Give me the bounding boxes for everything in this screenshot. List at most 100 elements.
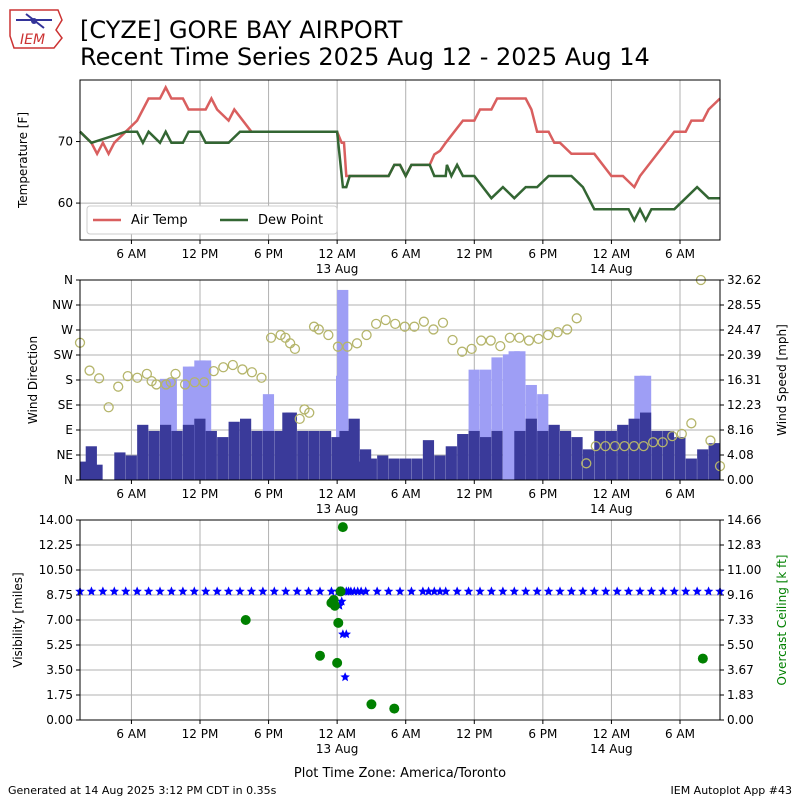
x-tick-label: 6 AM bbox=[391, 247, 421, 261]
wind-speed-bar bbox=[274, 430, 286, 480]
wind-speed-bar bbox=[377, 455, 389, 480]
visibility-point bbox=[418, 586, 428, 596]
visibility-point bbox=[658, 586, 668, 596]
visibility-point bbox=[612, 586, 622, 596]
x-tick-label: 6 PM bbox=[254, 487, 283, 501]
wind-speed-bar bbox=[365, 458, 377, 480]
wind-gust-bar bbox=[165, 378, 177, 480]
wind-gust-bar bbox=[508, 351, 520, 480]
y-tick-label-direction: NW bbox=[52, 298, 73, 312]
visibility-point bbox=[223, 586, 234, 596]
wind-direction-point bbox=[165, 377, 176, 388]
ceiling-point bbox=[697, 653, 708, 664]
wind-direction-point bbox=[170, 368, 181, 380]
ceiling-point bbox=[389, 703, 400, 714]
visibility-point bbox=[532, 586, 542, 596]
wind-gust-bar bbox=[634, 375, 646, 480]
ceiling-point bbox=[366, 699, 377, 710]
visibility-point bbox=[303, 586, 314, 596]
visibility-point bbox=[452, 586, 462, 596]
legend-box bbox=[86, 205, 338, 235]
visibility-point bbox=[98, 586, 108, 596]
visibility-point bbox=[463, 586, 474, 596]
visibility-point bbox=[486, 586, 497, 596]
wind-direction-point bbox=[657, 437, 668, 448]
visibility-point bbox=[121, 586, 131, 596]
x-tick-sublabel: 14 Aug bbox=[590, 742, 633, 756]
iem-logo: IEM bbox=[6, 6, 66, 54]
visibility-point bbox=[692, 586, 702, 596]
x-tick-label: 6 PM bbox=[528, 487, 557, 501]
y-axis-label: Visibility [miles] bbox=[11, 572, 25, 667]
x-tick-label: 12 AM bbox=[318, 727, 356, 741]
wind-direction-point bbox=[466, 343, 477, 355]
visibility-point bbox=[383, 586, 394, 596]
wind-direction-point bbox=[179, 379, 191, 390]
visibility-point bbox=[435, 586, 445, 596]
visibility-point bbox=[86, 586, 97, 596]
wind-speed-bar bbox=[571, 437, 583, 480]
wind-direction-point bbox=[218, 362, 229, 373]
y-tick-label: 3.50 bbox=[46, 663, 73, 677]
x-tick-sublabel: 14 Aug bbox=[590, 502, 633, 516]
ceiling-point bbox=[335, 586, 346, 597]
wind-direction-point bbox=[504, 332, 516, 343]
visibility-point bbox=[235, 586, 245, 596]
wind-speed-bar bbox=[297, 430, 309, 480]
wind-speed-bar bbox=[160, 424, 172, 480]
generated-note: Generated at 14 Aug 2025 3:12 PM CDT in … bbox=[8, 784, 277, 797]
y2-tick-label-speed: 0.00 bbox=[727, 473, 754, 487]
wind-direction-point bbox=[323, 329, 334, 341]
wind-direction-point bbox=[227, 359, 238, 371]
wind-direction-point bbox=[447, 334, 458, 346]
visibility-point bbox=[258, 586, 268, 596]
wind-speed-bar bbox=[525, 418, 537, 480]
x-tick-sublabel: 13 Aug bbox=[316, 262, 359, 276]
x-tick-label: 6 PM bbox=[528, 727, 557, 741]
wind-gust-bar bbox=[188, 366, 200, 480]
wind-speed-bar bbox=[714, 443, 720, 480]
wind-speed-bar bbox=[388, 458, 400, 480]
visibility-point bbox=[635, 586, 645, 596]
y2-tick-label: 11.00 bbox=[727, 563, 761, 577]
y-tick-label: 8.75 bbox=[46, 588, 73, 602]
wind-speed-bar bbox=[480, 437, 492, 480]
y2-axis-label: Overcast Ceiling [k ft] bbox=[775, 555, 789, 686]
x-tick-label: 12 PM bbox=[182, 487, 219, 501]
wind-speed-bar bbox=[125, 455, 137, 480]
ceiling-point bbox=[240, 615, 251, 625]
ceiling-point bbox=[337, 522, 348, 533]
visibility-point bbox=[646, 586, 657, 596]
visibility-point bbox=[703, 586, 714, 596]
wind-speed-bar bbox=[662, 430, 675, 480]
visibility-point bbox=[423, 586, 434, 596]
wind-speed-bar bbox=[491, 430, 503, 480]
wind-direction-point bbox=[667, 430, 678, 442]
wind-speed-bar bbox=[457, 434, 469, 480]
wind-direction-point bbox=[571, 313, 582, 324]
wind-direction-point bbox=[370, 318, 382, 330]
y2-tick-label: 0.00 bbox=[727, 713, 754, 727]
wind-direction-point bbox=[380, 314, 391, 326]
visibility-point bbox=[212, 586, 222, 596]
wind-direction-point bbox=[160, 379, 172, 390]
ceiling-point bbox=[329, 600, 340, 611]
legend-label: Dew Point bbox=[258, 213, 323, 228]
x-tick-label: 12 PM bbox=[456, 487, 493, 501]
y2-tick-label-speed: 4.08 bbox=[727, 448, 754, 462]
visibility-point bbox=[623, 586, 634, 596]
ceiling-point bbox=[332, 657, 343, 668]
wind-direction-point bbox=[342, 341, 353, 352]
y2-axis-label: Wind Speed [mph] bbox=[775, 324, 789, 436]
wind-speed-bar bbox=[228, 421, 240, 480]
wind-direction-point bbox=[113, 381, 124, 392]
visibility-point bbox=[566, 586, 577, 596]
wind-speed-bar bbox=[685, 458, 697, 480]
wind-direction-point bbox=[289, 343, 301, 355]
wind-direction-point bbox=[256, 372, 267, 383]
wind-speed-bar bbox=[137, 424, 149, 480]
series-line-dew-point bbox=[79, 128, 720, 224]
visibility-point bbox=[109, 586, 119, 596]
wind-direction-point bbox=[437, 317, 449, 328]
y-axis-label: Temperature [F] bbox=[16, 112, 30, 209]
